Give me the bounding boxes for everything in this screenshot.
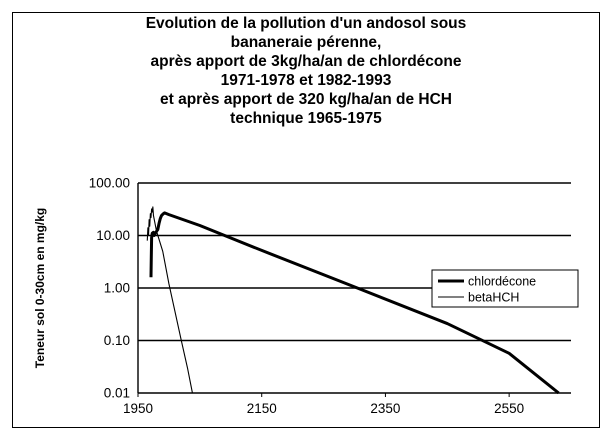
legend-label: betaHCH — [468, 291, 519, 305]
chart-title: Evolution de la pollution d'un andosol s… — [12, 14, 600, 128]
y-tick-label: 10.00 — [96, 228, 130, 243]
series-line-betaHCH — [146, 206, 193, 394]
legend-box — [431, 269, 579, 308]
legend-label: chlordécone — [468, 275, 536, 289]
y-tick-label: 0.01 — [104, 386, 130, 401]
plot-series — [146, 206, 560, 395]
y-tick-label: 0.10 — [104, 333, 130, 348]
series-line-chlordécone — [149, 211, 560, 395]
title-line-6: technique 1965-1975 — [230, 110, 382, 127]
title-line-4: 1971-1978 et 1982-1993 — [220, 72, 392, 89]
x-tick-label: 2350 — [370, 401, 400, 416]
chart-frame — [12, 12, 600, 428]
x-tick-label: 2150 — [247, 401, 277, 416]
y-axis-label: Teneur sol 0-30cm en mg/kg — [33, 208, 47, 369]
x-tick-label: 2550 — [494, 401, 524, 416]
title-line-1: Evolution de la pollution d'un andosol s… — [145, 15, 467, 32]
x-tick-label: 1950 — [123, 401, 153, 416]
y-tick-labels: 100.00 10.00 1.00 0.10 0.01 — [89, 176, 130, 401]
y-tick-label: 100.00 — [89, 176, 130, 191]
title-line-5: et après apport de 320 kg/ha/an de HCH — [159, 91, 452, 108]
y-tick-label: 1.00 — [104, 281, 130, 296]
x-tick-labels: 1950 2150 2350 2550 — [123, 401, 524, 416]
title-line-3: après apport de 3kg/ha/an de chlordécone — [150, 53, 462, 70]
title-line-2: bananeraie pérenne, — [230, 34, 382, 51]
gridlines — [137, 182, 571, 397]
legend: chlordécone betaHCH — [431, 269, 579, 308]
